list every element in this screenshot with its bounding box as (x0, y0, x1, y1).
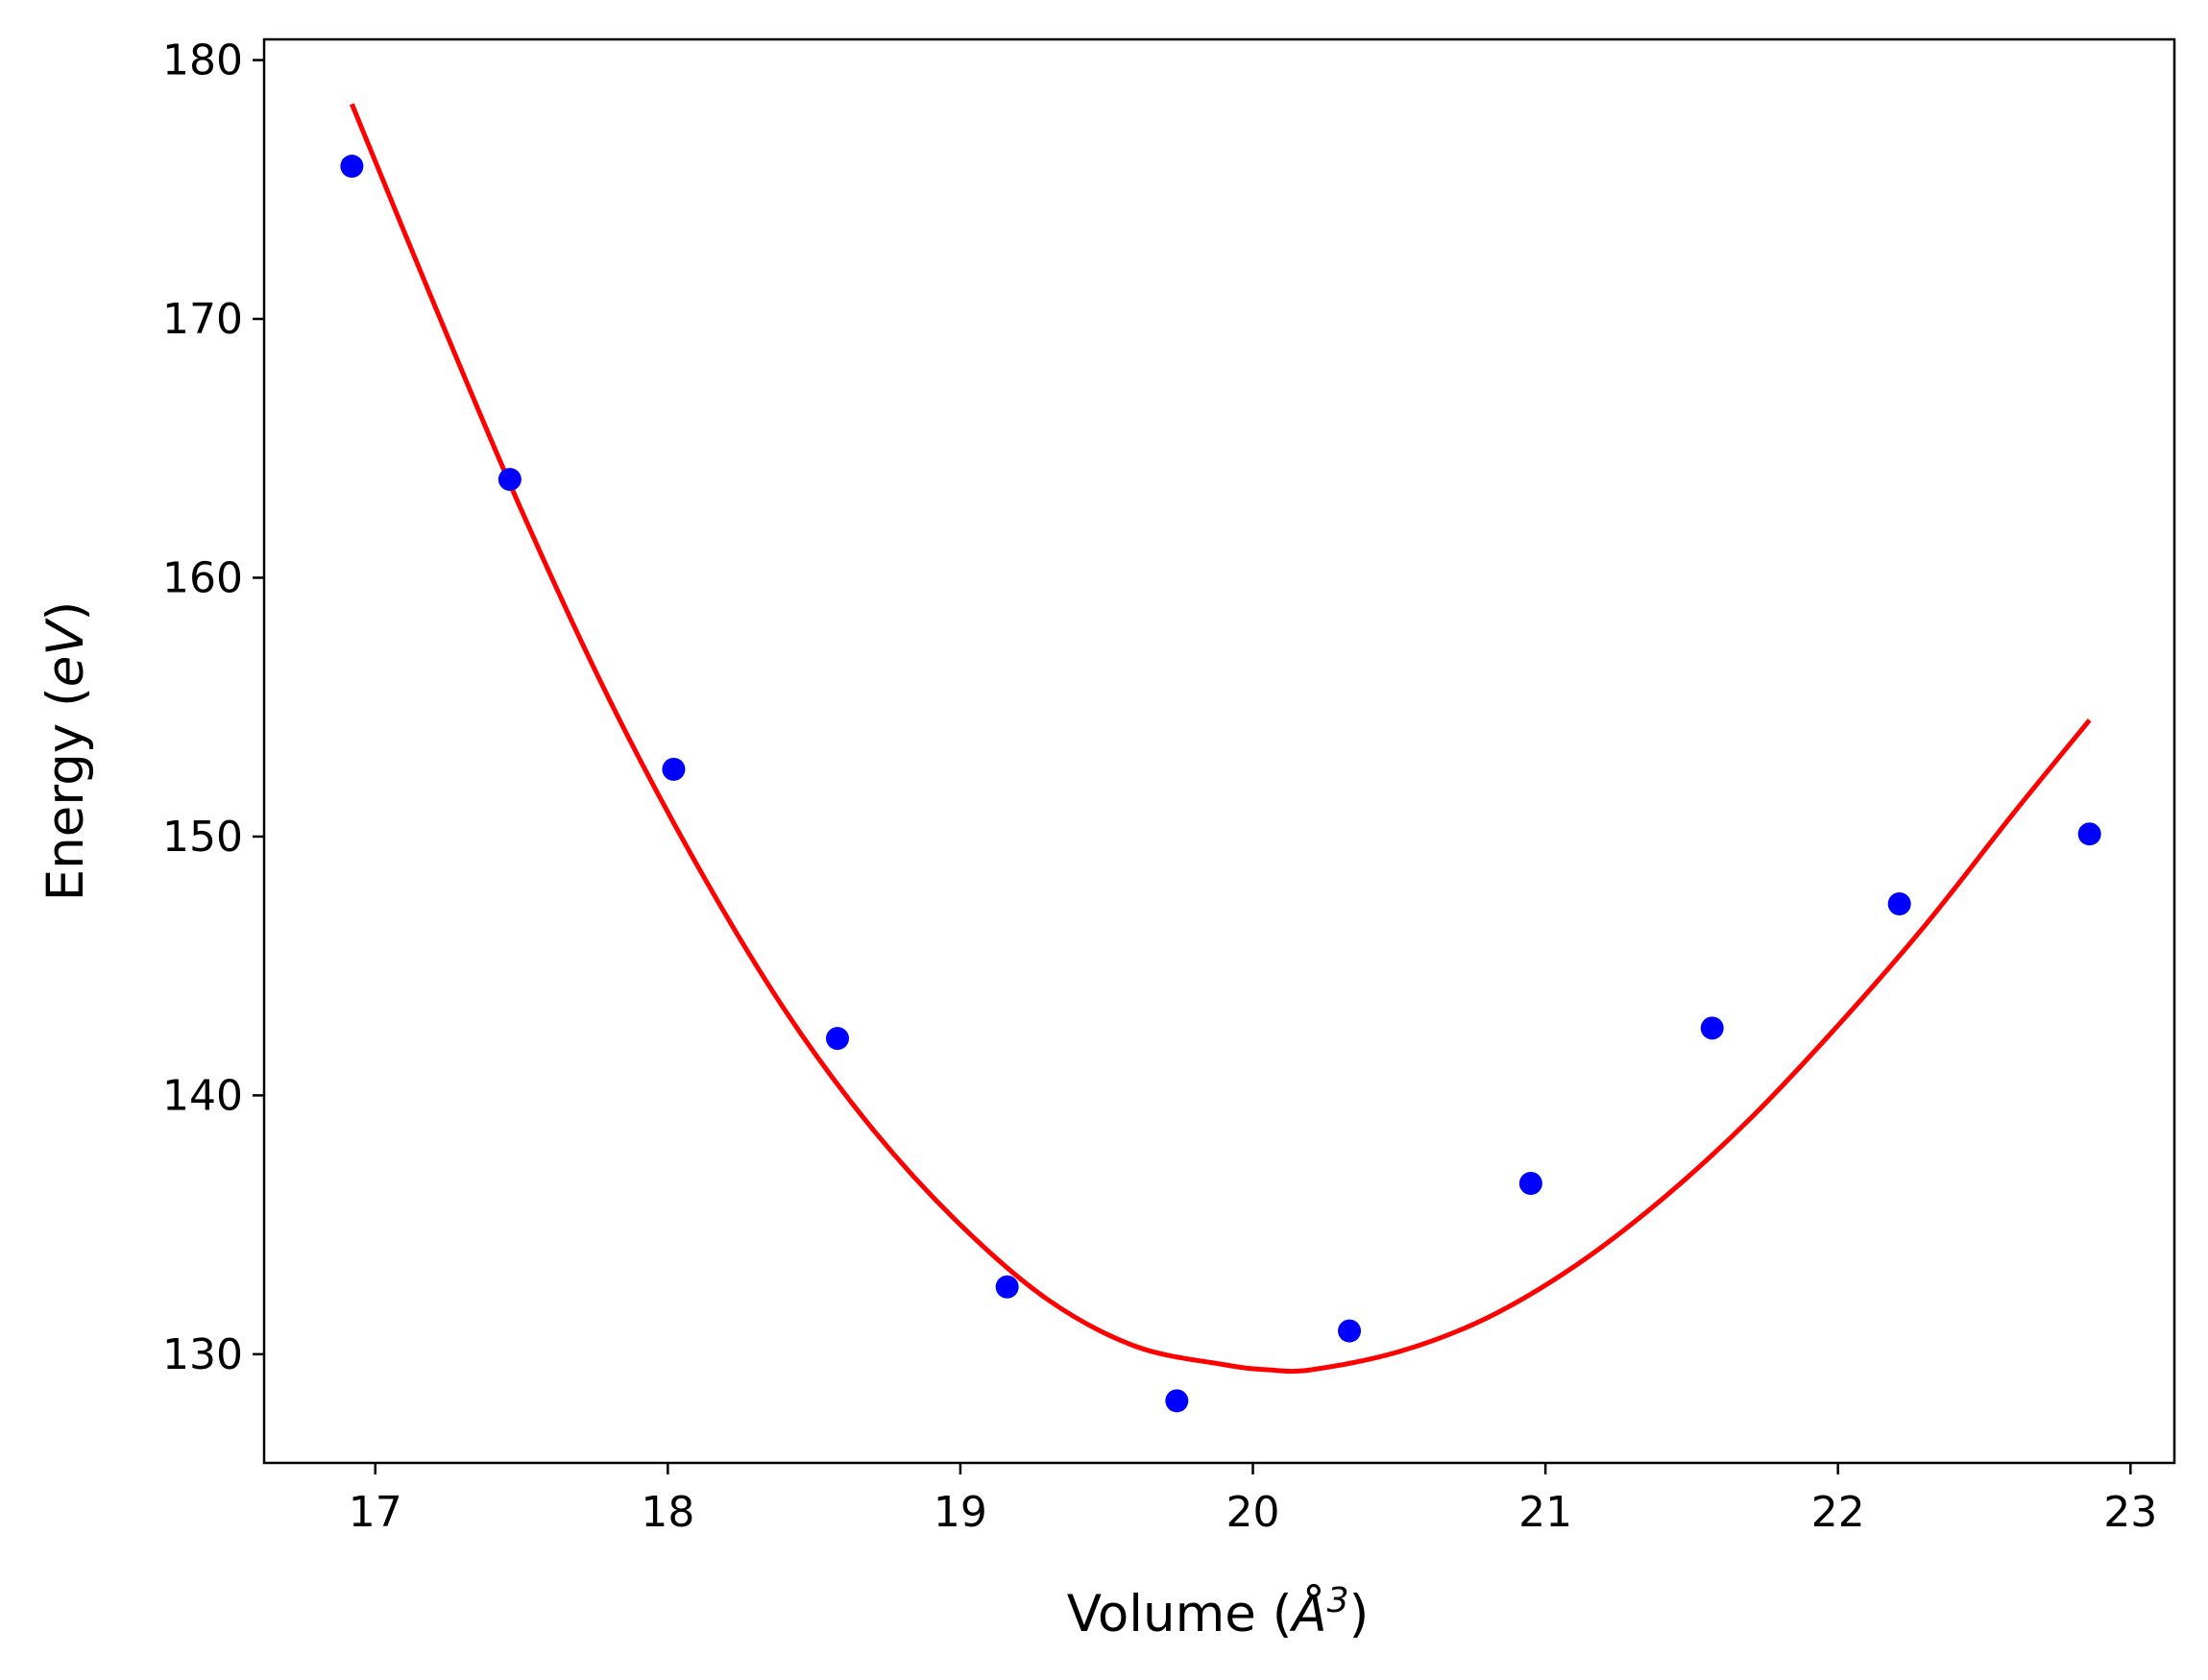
y-tick-label: 130 (162, 1330, 243, 1379)
data-point (995, 1275, 1019, 1299)
data-point (1518, 1171, 1542, 1195)
y-axis-title: Energy (eV) (36, 601, 95, 902)
data-point (1887, 891, 1911, 915)
data-point (497, 468, 522, 492)
data-point (340, 155, 364, 179)
y-tick-label: 180 (162, 37, 243, 85)
data-point (1700, 1016, 1724, 1040)
x-tick-label: 21 (1518, 1488, 1572, 1537)
x-tick-label: 20 (1226, 1488, 1280, 1537)
data-point (2077, 822, 2101, 846)
axis-ticks: 17 18 19 20 21 22 23 130 140 150 160 170 180 (162, 37, 2157, 1537)
x-tick-label: 19 (934, 1488, 987, 1537)
y-tick-label: 140 (162, 1071, 243, 1120)
fit-curve (350, 103, 2092, 1375)
data-point (662, 757, 686, 781)
x-tick-label: 17 (349, 1488, 402, 1537)
x-tick-label: 23 (2103, 1488, 2157, 1537)
data-point (826, 1027, 850, 1051)
y-tick-label: 160 (162, 553, 243, 602)
x-tick-label: 22 (1811, 1488, 1865, 1537)
plot-marks (340, 103, 2101, 1413)
data-point (1165, 1389, 1189, 1413)
x-tick-label: 18 (641, 1488, 694, 1537)
plot-frame (262, 37, 2176, 1465)
x-axis-title: Volume (Å3) (1067, 1581, 1370, 1643)
y-tick-label: 150 (162, 813, 243, 862)
y-tick-label: 170 (162, 295, 243, 344)
data-point (1338, 1319, 1362, 1343)
